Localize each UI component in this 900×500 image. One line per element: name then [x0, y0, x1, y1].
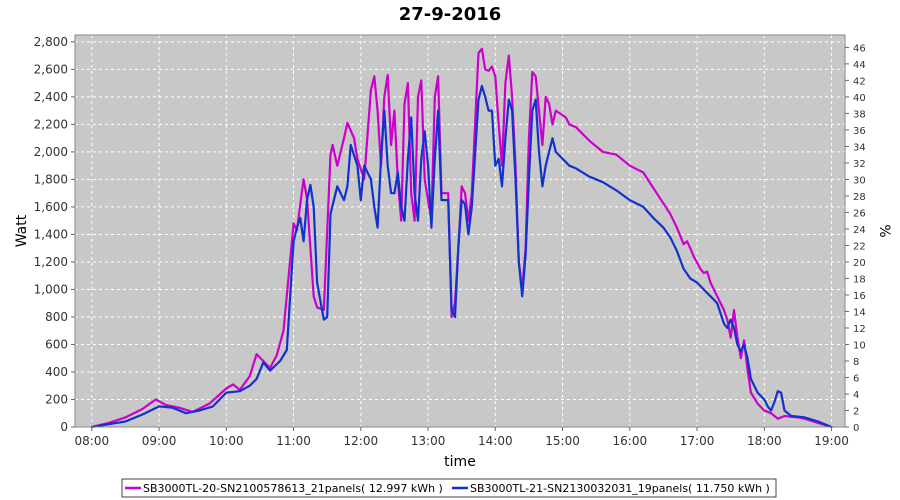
y2-tick-label-12: 24: [853, 225, 866, 236]
y2-tick-label-13: 26: [853, 208, 866, 219]
y2-tick-label-14: 28: [853, 192, 866, 203]
x-tick-label-1: 09:00: [142, 434, 177, 448]
y2-tick-label-17: 34: [853, 142, 866, 153]
x-tick-label-4: 12:00: [344, 434, 379, 448]
y2-tick-label-1: 2: [853, 406, 859, 417]
x-tick-label-9: 17:00: [680, 434, 715, 448]
y2-tick-label-22: 44: [853, 60, 866, 71]
y-axis-right: 0246810121416182022242628303234363840424…: [845, 43, 866, 434]
y2-tick-label-6: 12: [853, 324, 866, 335]
series-line-2: [90, 84, 833, 429]
x-axis-label: time: [444, 454, 476, 470]
y2-tick-label-4: 8: [853, 357, 859, 368]
y2-tick-label-10: 20: [853, 258, 866, 269]
y-tick-label-8: 1,600: [34, 200, 68, 214]
x-tick-label-6: 14:00: [478, 434, 513, 448]
y-tick-label-5: 1,000: [34, 282, 68, 296]
y-axis-left: 0 200 400 600 800 1,000 1,200 1,400 1,600 1,800 2,…: [34, 35, 75, 434]
y-tick-label-14: 2,800: [34, 35, 68, 49]
x-axis: 08:00 09:00 10:00 11:00 12:00 13:00 14:00 15:00…: [75, 427, 849, 448]
legend: SB3000TL-20-SN2100578613_21panels( 12.99…: [121, 478, 777, 498]
y2-tick-label-11: 22: [853, 241, 866, 252]
y2-tick-label-21: 42: [853, 76, 866, 87]
x-tick-label-11: 19:00: [814, 434, 849, 448]
y2-tick-label-2: 4: [853, 390, 859, 401]
y-tick-label-11: 2,200: [34, 117, 68, 131]
y2-tick-label-3: 6: [853, 373, 859, 384]
y-tick-label-7: 1,400: [34, 227, 68, 241]
legend-label-series-2: SB3000TL-21-SN2130032031_19panels( 11.75…: [470, 482, 770, 495]
y-tick-label-10: 2,000: [34, 145, 68, 159]
y2-axis-label: %: [876, 224, 892, 237]
x-tick-label-5: 13:00: [411, 434, 446, 448]
series-line-1: [90, 47, 833, 429]
y-tick-label-3: 600: [45, 337, 68, 351]
legend-label-series-1: SB3000TL-20-SN2100578613_21panels( 12.99…: [143, 482, 443, 495]
y2-tick-label-15: 30: [853, 175, 866, 186]
x-tick-label-10: 18:00: [747, 434, 782, 448]
y2-tick-label-8: 16: [853, 291, 866, 302]
chart-title: 27-9-2016: [399, 4, 502, 25]
y-tick-label-6: 1,200: [34, 255, 68, 269]
y-tick-label-4: 800: [45, 310, 68, 324]
y2-tick-label-9: 18: [853, 274, 866, 285]
x-tick-label-8: 16:00: [613, 434, 648, 448]
plot-border: [74, 34, 846, 428]
series-lines: [74, 34, 846, 429]
x-tick-label-3: 11:00: [276, 434, 311, 448]
y-tick-label-2: 400: [45, 365, 68, 379]
y-tick-label-12: 2,400: [34, 90, 68, 104]
x-tick-label-7: 15:00: [545, 434, 580, 448]
y-tick-label-13: 2,600: [34, 62, 68, 76]
x-tick-label-0: 08:00: [75, 434, 110, 448]
y2-tick-label-16: 32: [853, 159, 866, 170]
y2-tick-label-23: 46: [853, 43, 866, 54]
y-tick-label-1: 200: [45, 392, 68, 406]
y2-tick-label-18: 36: [853, 126, 866, 137]
x-tick-label-2: 10:00: [209, 434, 244, 448]
y2-tick-label-20: 40: [853, 93, 866, 104]
y2-tick-label-0: 0: [853, 423, 859, 434]
y-axis-label: Watt: [14, 214, 30, 247]
y2-tick-label-5: 10: [853, 340, 866, 351]
y2-tick-label-19: 38: [853, 109, 866, 120]
y2-tick-label-7: 14: [853, 307, 866, 318]
y-tick-label-0: 0: [60, 420, 68, 434]
y-tick-label-9: 1,800: [34, 172, 68, 186]
